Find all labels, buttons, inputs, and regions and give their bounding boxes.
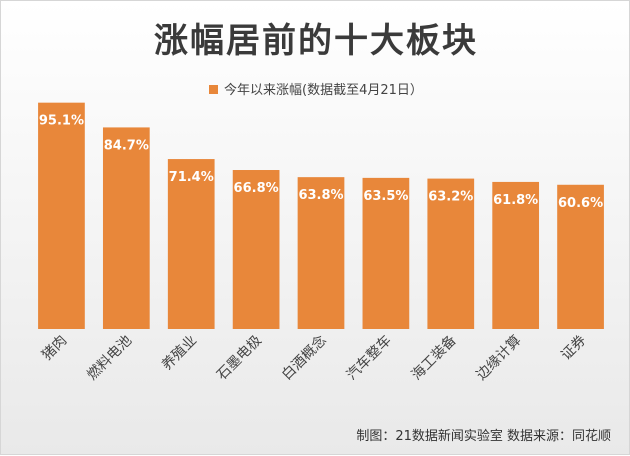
chart-title: 涨幅居前的十大板块	[154, 21, 478, 61]
legend-label: 今年以来涨幅(数据截至4月21日）	[224, 83, 423, 98]
data-label-3: 71.4%	[169, 170, 214, 185]
category-label-7: 海工装备	[408, 332, 460, 384]
data-label-2: 84.7%	[104, 138, 149, 153]
data-label-7: 63.2%	[428, 190, 473, 205]
legend-swatch	[209, 85, 219, 94]
category-label-1: 猪肉	[39, 333, 70, 364]
category-label-6: 汽车整车	[343, 332, 395, 384]
bar-8	[492, 181, 540, 329]
bar-3	[167, 159, 215, 329]
data-label-9: 60.6%	[558, 196, 603, 211]
category-label-2: 燃料电池	[84, 332, 136, 384]
data-label-1: 95.1%	[39, 114, 84, 129]
bar-4	[232, 170, 280, 329]
bar-9	[557, 184, 604, 329]
bar-6	[362, 177, 410, 329]
category-label-4: 石墨电极	[214, 333, 265, 384]
data-label-8: 61.8%	[493, 193, 538, 208]
bar-2	[102, 127, 150, 329]
category-label-9: 证券	[558, 333, 589, 364]
chart-footer: 制图：21数据新闻实验室 数据来源：同花顺	[356, 429, 611, 444]
bar-1	[38, 102, 85, 329]
category-label-3: 养殖业	[158, 332, 200, 374]
category-label-5: 白酒概念	[278, 332, 330, 384]
data-label-6: 63.5%	[363, 189, 408, 204]
chart-legend: 今年以来涨幅(数据截至4月21日）	[1, 79, 630, 98]
bar-5	[297, 177, 345, 329]
data-label-4: 66.8%	[234, 181, 279, 196]
category-label-8: 边缘计算	[474, 333, 525, 384]
data-label-5: 63.8%	[298, 188, 343, 203]
bar-7	[427, 178, 475, 329]
